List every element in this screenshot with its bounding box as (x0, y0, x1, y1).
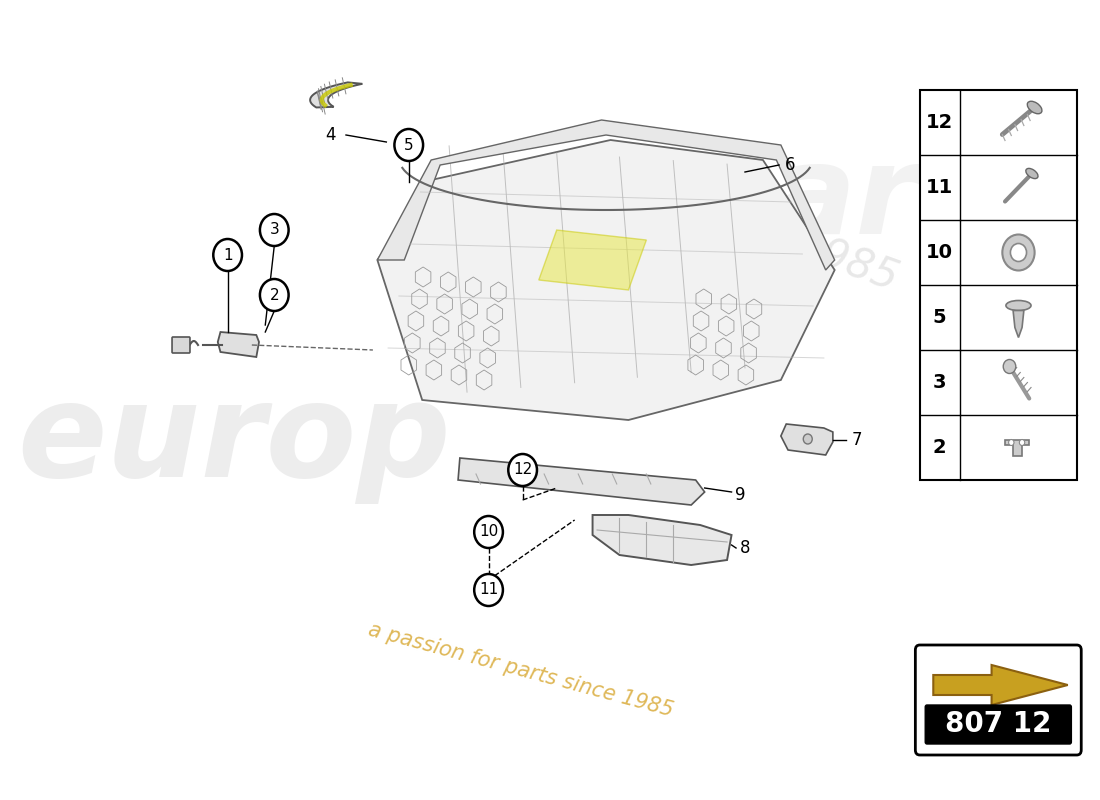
Circle shape (474, 516, 503, 548)
Ellipse shape (1026, 168, 1038, 178)
Circle shape (1009, 439, 1014, 446)
Text: 11: 11 (926, 178, 954, 197)
Text: 3: 3 (270, 222, 279, 238)
Polygon shape (781, 424, 833, 455)
Text: ares: ares (772, 139, 1077, 261)
Text: 10: 10 (926, 243, 953, 262)
FancyBboxPatch shape (920, 90, 1077, 480)
FancyBboxPatch shape (172, 337, 190, 353)
Text: 2: 2 (270, 287, 279, 302)
Polygon shape (593, 515, 732, 565)
Text: 5: 5 (933, 308, 946, 327)
Text: 3: 3 (933, 373, 946, 392)
Polygon shape (933, 665, 1068, 705)
Circle shape (474, 574, 503, 606)
Text: 7: 7 (851, 431, 862, 449)
Polygon shape (458, 458, 705, 505)
Circle shape (395, 129, 424, 161)
Text: 807 12: 807 12 (945, 710, 1052, 738)
Text: a passion for parts since 1985: a passion for parts since 1985 (366, 619, 675, 721)
Text: 10: 10 (478, 525, 498, 539)
Text: 12: 12 (926, 113, 954, 132)
Circle shape (508, 454, 537, 486)
Text: 9: 9 (735, 486, 746, 504)
Text: 6: 6 (784, 156, 795, 174)
Circle shape (213, 239, 242, 271)
Text: 1: 1 (223, 247, 232, 262)
Ellipse shape (1027, 102, 1042, 114)
Text: 2: 2 (933, 438, 946, 457)
Text: 11: 11 (478, 582, 498, 598)
Text: 12: 12 (513, 462, 532, 478)
Polygon shape (310, 82, 362, 107)
Polygon shape (539, 230, 647, 290)
Text: since 1985: since 1985 (675, 182, 904, 298)
Text: europ: europ (16, 377, 451, 503)
Polygon shape (377, 120, 835, 270)
Text: 4: 4 (326, 126, 336, 144)
Circle shape (260, 279, 288, 311)
Circle shape (803, 434, 812, 444)
Circle shape (1011, 243, 1026, 262)
Polygon shape (1013, 310, 1024, 338)
Circle shape (1020, 439, 1025, 446)
Polygon shape (377, 140, 835, 420)
Polygon shape (218, 332, 258, 357)
FancyBboxPatch shape (915, 645, 1081, 755)
Text: 5: 5 (404, 138, 414, 153)
Text: 8: 8 (739, 539, 750, 557)
Circle shape (260, 214, 288, 246)
Circle shape (1002, 234, 1035, 270)
Ellipse shape (1005, 301, 1031, 310)
FancyBboxPatch shape (925, 705, 1071, 744)
Circle shape (1003, 359, 1015, 374)
Polygon shape (1005, 439, 1030, 455)
